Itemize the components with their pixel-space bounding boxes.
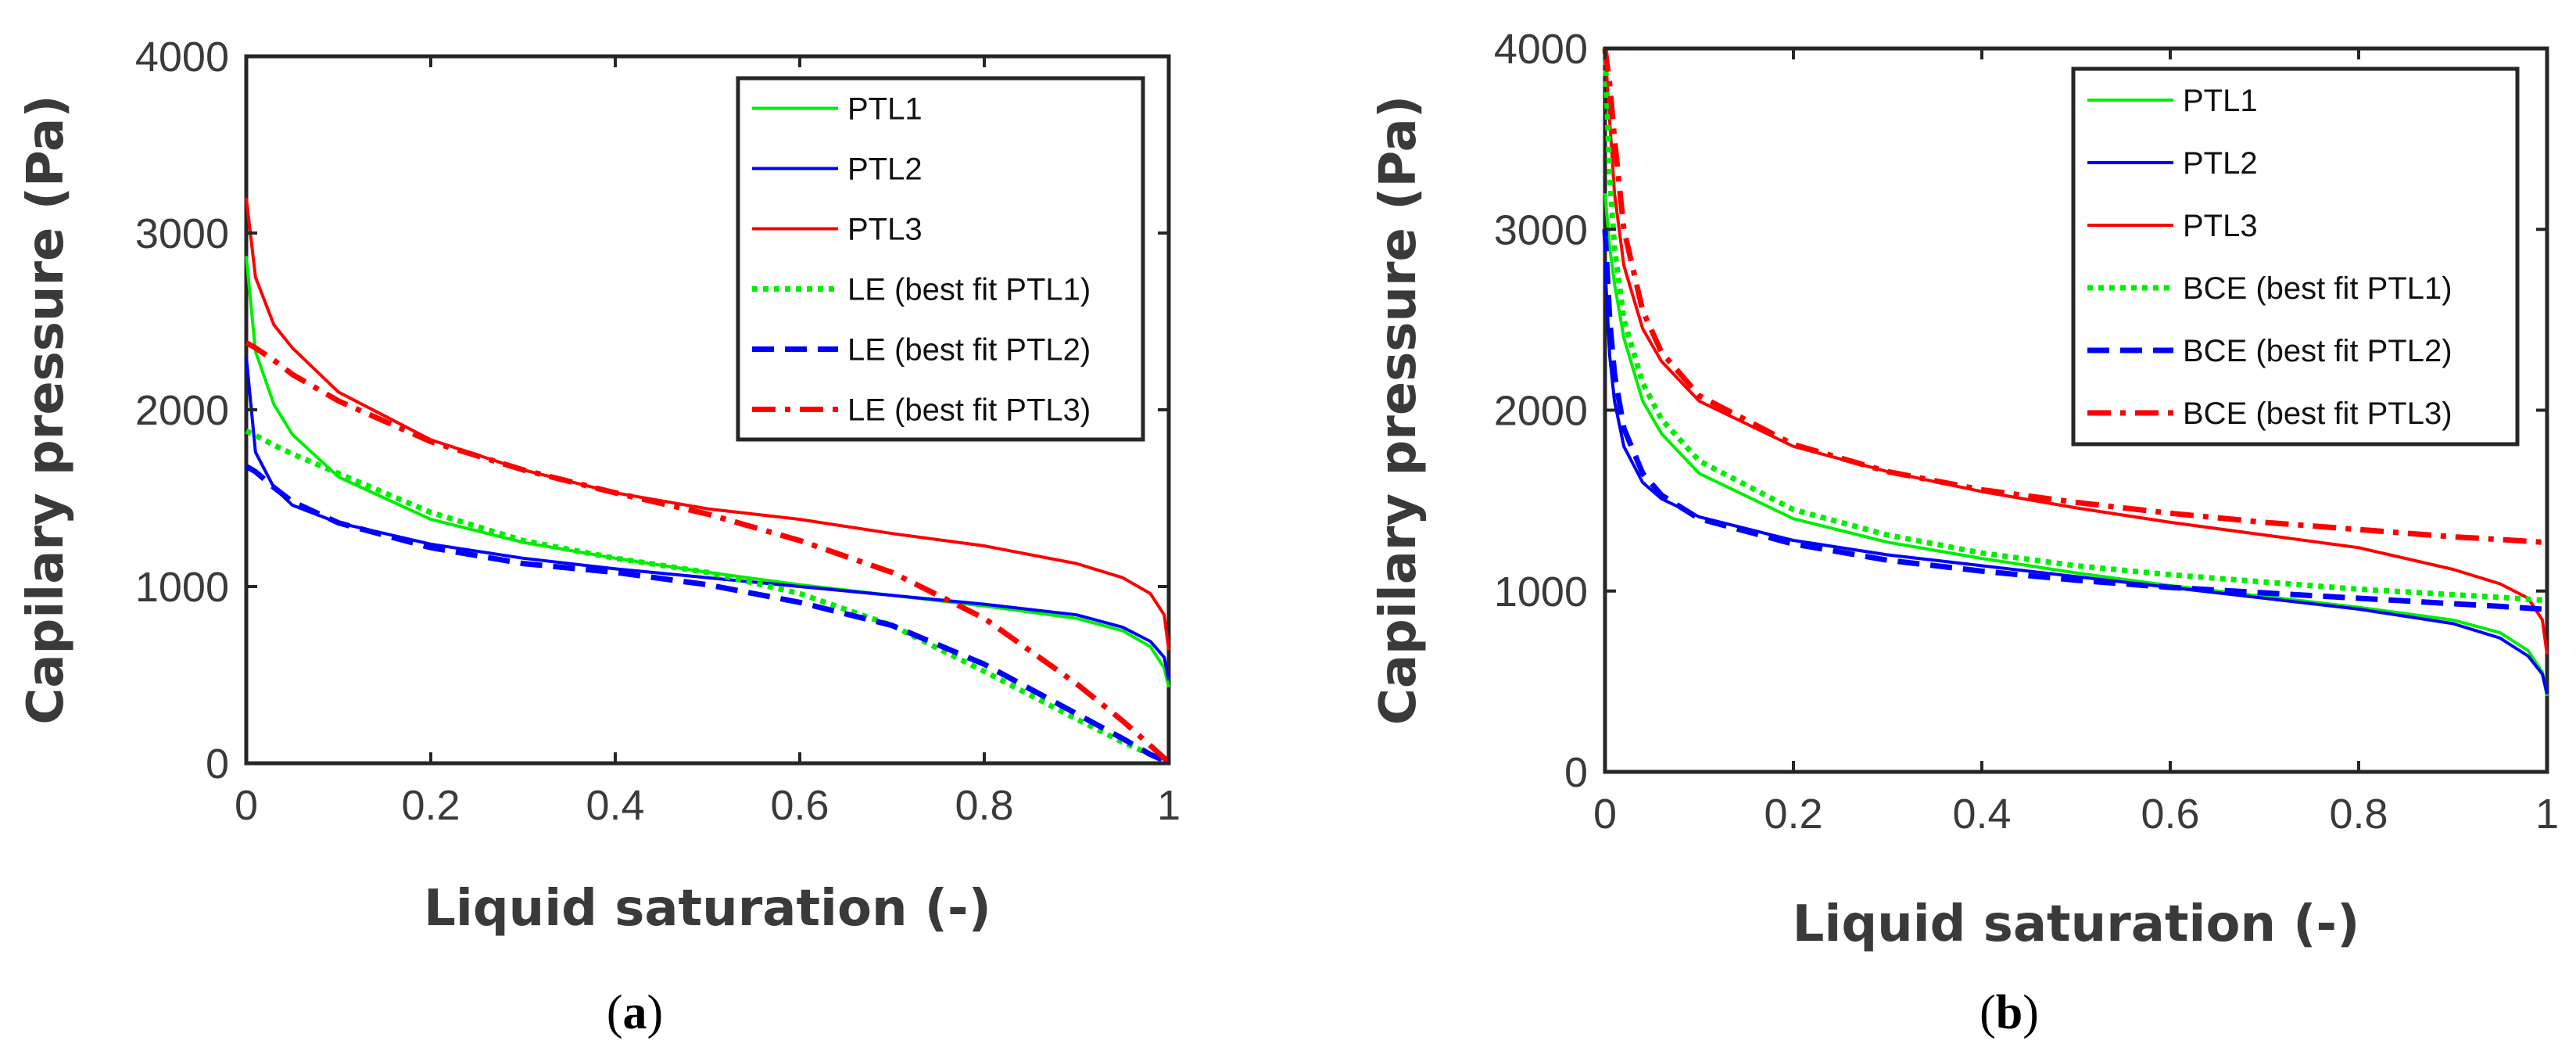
x-tick-label: 1 — [1157, 782, 1181, 829]
x-tick-label: 0.6 — [770, 782, 829, 829]
y-axis-label: Capilary pressure (Pa) — [1370, 95, 1428, 725]
series-line-ptl2 — [1603, 265, 2549, 695]
panel-caption: (a) — [607, 986, 663, 1039]
x-tick-label: 0.2 — [401, 782, 460, 829]
x-tick-label: 0.2 — [1764, 791, 1822, 838]
y-tick-label: 1000 — [135, 564, 229, 611]
y-tick-label: 1000 — [1494, 569, 1588, 615]
y-tick-label: 4000 — [1494, 26, 1588, 73]
y-tick-label: 0 — [206, 741, 229, 788]
legend-box — [2071, 66, 2520, 447]
legend-entry-label: BCE (best fit PTL3) — [2183, 396, 2452, 431]
x-axis-label: Liquid saturation (-) — [424, 880, 991, 938]
panel-caption: (b) — [1979, 986, 2039, 1039]
legend-entry-label: BCE (best fit PTL2) — [2183, 334, 2452, 368]
chart-panel-a: 0 0.2 0.4 0.6 0.8 1 0 1000 2000 3000 4000 Liquid sa… — [17, 34, 1181, 1039]
x-tick-label: 0 — [1593, 791, 1617, 838]
legend-entry-label: PTL1 — [2183, 84, 2258, 118]
legend-box — [736, 76, 1145, 442]
y-tick-label: 2000 — [135, 387, 229, 434]
legend-entry-label: PTL2 — [2183, 146, 2258, 181]
chart-panel-b: 0 0.2 0.4 0.6 0.8 1 0 1000 2000 3000 4000 Liquid sa… — [1370, 26, 2559, 1039]
y-tick-label: 3000 — [135, 210, 229, 257]
y-tick-label: 0 — [1564, 749, 1588, 796]
series-line-ptl1 — [1603, 192, 2549, 697]
x-tick-label: 0.6 — [2141, 791, 2199, 838]
x-tick-label: 0 — [235, 782, 258, 829]
series-line-bce-best-fit-ptl2 — [1602, 229, 2548, 613]
legend-entry-label: BCE (best fit PTL1) — [2183, 271, 2452, 306]
legend-entry-label: LE (best fit PTL2) — [847, 333, 1091, 368]
y-axis-label: Capilary pressure (Pa) — [17, 95, 75, 724]
series-line-ptl3 — [245, 197, 1170, 651]
legend-entry-label: PTL1 — [847, 92, 923, 127]
series-line-le-best-fit-ptl3 — [245, 340, 1171, 766]
legend-entry-label: PTL3 — [2183, 209, 2258, 243]
x-tick-label: 0.4 — [1952, 791, 2011, 838]
legend-entry-label: PTL3 — [847, 213, 923, 247]
x-axis-label: Liquid saturation (-) — [1793, 895, 2360, 953]
series-line-le-best-fit-ptl2 — [245, 464, 1170, 766]
x-tick-label: 0.8 — [955, 782, 1013, 829]
x-tick-label: 1 — [2535, 791, 2559, 838]
legend-entry-label: PTL2 — [847, 152, 923, 187]
y-tick-label: 4000 — [135, 34, 229, 81]
legend-entry-label: LE (best fit PTL3) — [847, 393, 1091, 428]
series-line-bce-best-fit-ptl1 — [1602, 48, 2548, 604]
legend-entry-label: LE (best fit PTL1) — [847, 273, 1091, 307]
x-tick-label: 0.4 — [586, 782, 644, 829]
series-line-le-best-fit-ptl1 — [245, 428, 1170, 766]
series-line-bce-best-fit-ptl3 — [1602, 48, 2548, 546]
x-tick-label: 0.8 — [2329, 791, 2388, 838]
y-tick-label: 3000 — [1494, 206, 1588, 253]
y-tick-label: 2000 — [1494, 388, 1588, 435]
